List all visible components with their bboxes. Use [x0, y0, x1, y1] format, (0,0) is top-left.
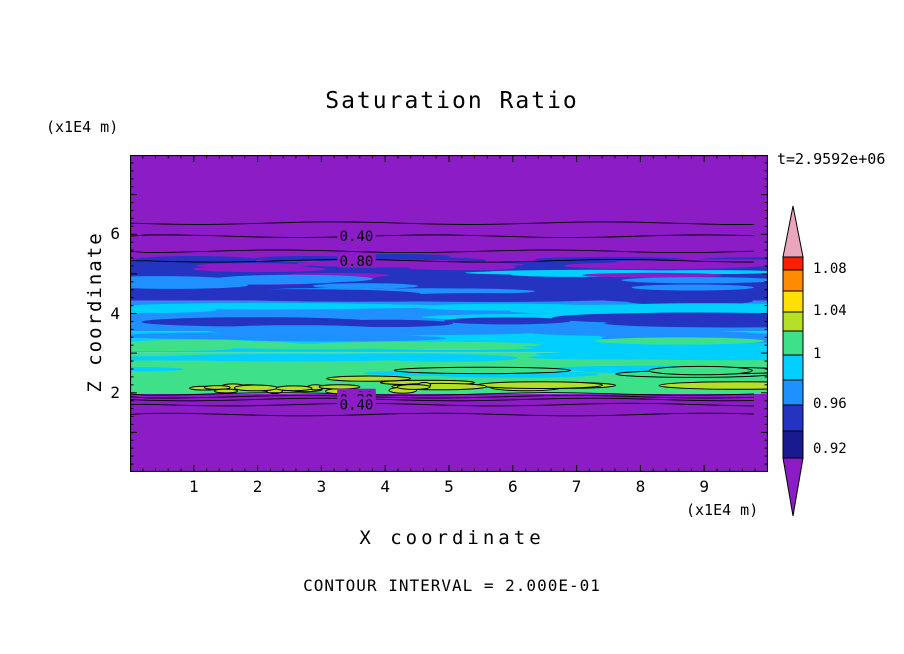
x-tick-label: 4	[380, 477, 390, 496]
contour-field: 0.400.800.800.200.40	[130, 155, 768, 472]
colorbar-tick-label: 1	[813, 346, 822, 362]
colorbar-tick-label: 1.08	[813, 261, 847, 277]
x-tick-label: 3	[316, 477, 327, 496]
x-tick-label: 9	[699, 477, 709, 496]
x-tick-label: 2	[252, 477, 263, 496]
colorbar-tick-label: 0.92	[813, 441, 847, 457]
timestamp: t=2.9592e+06	[777, 150, 886, 168]
x-tick-label: 7	[571, 477, 582, 496]
y-tick-label: 6	[110, 224, 120, 244]
x-axis-unit: (x1E4 m)	[686, 501, 759, 519]
x-tick-label: 5	[444, 477, 454, 496]
colorbar-tick-label: 1.04	[813, 303, 847, 319]
svg-text:0.40: 0.40	[340, 229, 374, 245]
y-tick-label: 2	[110, 382, 120, 402]
x-tick-label: 1	[188, 477, 199, 496]
x-tick-label: 8	[635, 477, 646, 496]
x-axis-label: X coordinate	[359, 527, 545, 549]
y-axis-unit: (x1E4 m)	[46, 118, 119, 136]
svg-text:0.80: 0.80	[340, 254, 374, 270]
x-tick-label: 6	[507, 477, 518, 496]
plot-title: Saturation Ratio	[325, 88, 579, 114]
colorbar	[782, 205, 804, 517]
svg-text:0.40: 0.40	[340, 398, 374, 414]
colorbar-tick-label: 0.96	[813, 396, 847, 412]
y-tick-label: 4	[110, 303, 120, 323]
contour-interval-note: CONTOUR INTERVAL = 2.000E-01	[303, 576, 601, 595]
